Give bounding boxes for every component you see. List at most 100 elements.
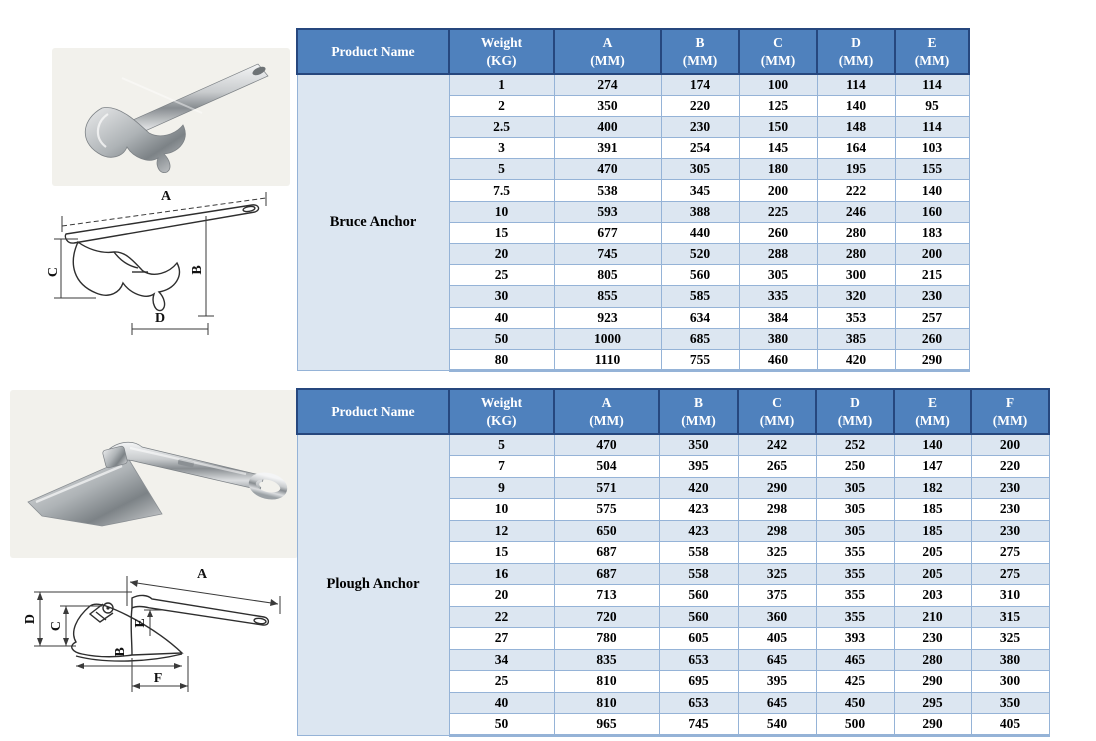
- value-cell: 380: [970, 648, 1050, 671]
- value-cell: 810: [553, 670, 660, 693]
- column-header-e: E (MM): [894, 28, 970, 75]
- value-cell: 2: [448, 94, 555, 117]
- value-cell: 220: [660, 94, 740, 117]
- value-cell: 360: [737, 605, 817, 628]
- value-cell: 405: [737, 627, 817, 650]
- value-cell: 465: [815, 648, 895, 671]
- dimension-label-e: E: [133, 618, 148, 627]
- table-row: 34 835 653 645 465 280 380: [297, 648, 1050, 671]
- value-cell: 558: [658, 541, 739, 564]
- product-name-header: Product Name: [296, 388, 450, 435]
- value-cell: 5: [448, 433, 555, 456]
- table-row: 20 745 520 288 280 200: [297, 242, 970, 266]
- table-row: 5 470 305 180 195 155: [297, 158, 970, 181]
- value-cell: 246: [816, 200, 896, 223]
- value-cell: 391: [553, 137, 662, 160]
- value-cell: 200: [970, 433, 1050, 456]
- value-cell: 27: [448, 627, 555, 650]
- value-cell: 140: [894, 179, 970, 202]
- value-cell: 585: [660, 285, 740, 308]
- value-cell: 15: [448, 541, 555, 564]
- bruce-anchor-table-container: Product Name Weight (KG) A (MM) B (MM) C (MM) D (M…: [296, 28, 970, 373]
- value-cell: 250: [815, 455, 895, 478]
- value-cell: 22: [448, 605, 555, 628]
- value-cell: 230: [970, 476, 1050, 499]
- value-cell: 350: [553, 94, 662, 117]
- table-row: 15 687 558 325 355 205 275: [297, 541, 1050, 564]
- value-cell: 174: [660, 73, 740, 96]
- value-cell: 500: [815, 713, 895, 737]
- plough-anchor-photo: [10, 390, 298, 558]
- value-cell: 80: [448, 348, 555, 373]
- dimension-label-d: D: [23, 614, 38, 624]
- value-cell: 295: [893, 691, 972, 714]
- value-cell: 95: [894, 94, 970, 117]
- value-cell: 305: [738, 264, 818, 287]
- column-header-e: E (MM): [893, 388, 972, 435]
- column-header-b: B (MM): [658, 388, 739, 435]
- value-cell: 305: [660, 158, 740, 181]
- value-cell: 325: [737, 541, 817, 564]
- value-cell: 265: [737, 455, 817, 478]
- value-cell: 200: [894, 242, 970, 266]
- value-cell: 50: [448, 713, 555, 737]
- value-cell: 252: [815, 433, 895, 456]
- value-cell: 1000: [553, 327, 662, 350]
- bruce-anchor-photo-image: [52, 48, 290, 186]
- dimension-label-a: A: [197, 567, 208, 582]
- table-row: 25 810 695 395 425 290 300: [297, 670, 1050, 693]
- value-cell: 355: [815, 562, 895, 585]
- column-header-c: C (MM): [738, 28, 818, 75]
- value-cell: 254: [660, 137, 740, 160]
- value-cell: 290: [737, 476, 817, 499]
- value-cell: 150: [738, 115, 818, 139]
- value-cell: 470: [553, 158, 662, 181]
- value-cell: 230: [894, 285, 970, 308]
- value-cell: 325: [970, 627, 1050, 650]
- table-row: 3 391 254 145 164 103: [297, 137, 970, 160]
- value-cell: 355: [815, 584, 895, 607]
- value-cell: 695: [658, 670, 739, 693]
- value-cell: 355: [815, 541, 895, 564]
- bruce-anchor-spec-table: Product Name Weight (KG) A (MM) B (MM) C (MM) D (M…: [296, 28, 970, 373]
- value-cell: 7.5: [448, 179, 555, 202]
- table-row: 9 571 420 290 305 182 230: [297, 476, 1050, 499]
- value-cell: 290: [894, 348, 970, 373]
- value-cell: 205: [893, 562, 972, 585]
- value-cell: 50: [448, 327, 555, 350]
- value-cell: 185: [893, 519, 972, 542]
- value-cell: 300: [816, 264, 896, 287]
- value-cell: 155: [894, 158, 970, 181]
- value-cell: 210: [893, 605, 972, 628]
- value-cell: 395: [737, 670, 817, 693]
- value-cell: 645: [737, 691, 817, 714]
- value-cell: 558: [658, 562, 739, 585]
- value-cell: 30: [448, 285, 555, 308]
- table-row: 20 713 560 375 355 203 310: [297, 584, 1050, 607]
- dimension-label-c: C: [48, 267, 61, 277]
- value-cell: 420: [816, 348, 896, 373]
- dimension-label-b: B: [190, 265, 205, 274]
- value-cell: 2.5: [448, 115, 555, 139]
- plough-anchor-table-container: Product Name Weight (KG) A (MM) B (MM) C (MM) D (M…: [296, 388, 1050, 737]
- value-cell: 222: [816, 179, 896, 202]
- value-cell: 182: [893, 476, 972, 499]
- bruce-anchor-diagram-image: A C B D: [46, 189, 267, 335]
- value-cell: 140: [816, 94, 896, 117]
- value-cell: 325: [737, 562, 817, 585]
- value-cell: 560: [658, 584, 739, 607]
- value-cell: 835: [553, 648, 660, 671]
- value-cell: 7: [448, 455, 555, 478]
- table-row: 40 923 634 384 353 257: [297, 306, 970, 329]
- value-cell: 298: [737, 498, 817, 521]
- value-cell: 290: [893, 670, 972, 693]
- column-header-a: A (MM): [553, 28, 662, 75]
- value-cell: 965: [553, 713, 660, 737]
- value-cell: 335: [738, 285, 818, 308]
- value-cell: 275: [970, 562, 1050, 585]
- column-header-weight: Weight (KG): [448, 388, 555, 435]
- value-cell: 540: [737, 713, 817, 737]
- value-cell: 25: [448, 670, 555, 693]
- value-cell: 40: [448, 306, 555, 329]
- plough-anchor-photo-image: [10, 390, 298, 558]
